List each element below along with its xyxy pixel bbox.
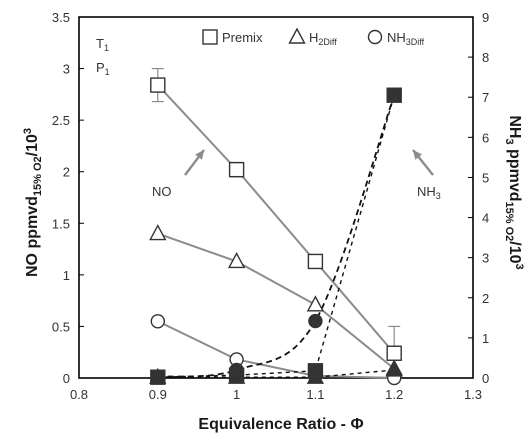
series-nh3-nh3diff-point — [308, 313, 323, 329]
x-axis-title: Equivalence Ratio - Φ — [198, 416, 363, 433]
series-no-premix-point — [386, 345, 402, 361]
y-right-tick-label: 9 — [482, 10, 489, 25]
series-nh3-nh3diff-point — [387, 88, 402, 103]
legend-label-triangle: H2Diff — [309, 30, 337, 47]
series-no-h2diff-point — [149, 224, 167, 241]
y-left-axis-title: NO ppmvd15% O2/103 — [22, 128, 44, 277]
plot-frame — [78, 16, 474, 379]
y-left-tick-label: 0.5 — [52, 319, 70, 334]
y-left-tick-label: 3.5 — [52, 10, 70, 25]
legend-label-square: Premix — [222, 30, 263, 45]
legend-marker-circle — [367, 29, 383, 45]
series-nh3-nh3diff-point — [150, 369, 166, 384]
series-no-premix-point — [307, 253, 324, 270]
annotation-no-label: NO — [152, 184, 172, 199]
x-tick-label: 0.9 — [149, 387, 167, 402]
series-nh3-nh3diff-line — [157, 94, 396, 378]
series-nh3-nh3diff-point — [229, 362, 244, 378]
y-right-tick-label: 0 — [482, 371, 489, 386]
annotation-t1: T1 — [96, 36, 109, 53]
x-tick-label: 1.2 — [385, 387, 403, 402]
y-left-tick-label: 1.5 — [52, 216, 70, 231]
series-no-h2diff-line — [157, 232, 395, 370]
x-tick-label: 1 — [233, 387, 240, 402]
x-tick-label: 1.1 — [306, 387, 324, 402]
y-right-tick-label: 1 — [482, 331, 489, 346]
legend-marker-square — [202, 29, 218, 45]
y-left-tick-label: 1 — [63, 268, 70, 283]
y-left-tick-label: 2.5 — [52, 113, 70, 128]
x-tick-label: 1.3 — [464, 387, 482, 402]
y-left-tick-label: 0 — [63, 371, 70, 386]
y-right-tick-label: 8 — [482, 50, 489, 65]
y-right-tick-label: 3 — [482, 251, 489, 266]
y-right-tick-label: 6 — [482, 130, 489, 145]
series-no-premix-point — [228, 161, 245, 178]
series-no-nh3diff-line — [157, 320, 395, 379]
no-arrow-head — [195, 150, 204, 160]
series-no-premix-point — [150, 77, 166, 93]
legend-label-circle: NH3Diff — [387, 30, 425, 47]
annotation-p1: P1 — [96, 60, 110, 77]
legend-marker-triangle — [288, 27, 306, 44]
y-right-tick-label: 5 — [482, 170, 489, 185]
nh3-arrow-head — [413, 150, 423, 160]
series-no-nh3diff-point — [150, 314, 166, 329]
series-no-h2diff-point — [306, 295, 325, 312]
y-right-tick-label: 4 — [482, 211, 489, 226]
annotation-nh3-label: NH3 — [417, 184, 441, 201]
series-nh3-h2diff-point — [306, 367, 325, 384]
series-no-premix-line — [157, 84, 395, 354]
series-nh3-h2diff-point — [385, 360, 403, 377]
series-nh3-premix-line — [157, 95, 395, 378]
series-no-h2diff-point — [227, 251, 246, 269]
x-tick-label: 0.8 — [70, 387, 88, 402]
y-left-tick-label: 2 — [63, 165, 70, 180]
y-right-axis-title: NH3 ppmvd15% O2/103 — [503, 115, 525, 269]
y-right-tick-label: 7 — [482, 90, 489, 105]
y-right-tick-label: 2 — [482, 291, 489, 306]
y-left-tick-label: 3 — [63, 62, 70, 77]
